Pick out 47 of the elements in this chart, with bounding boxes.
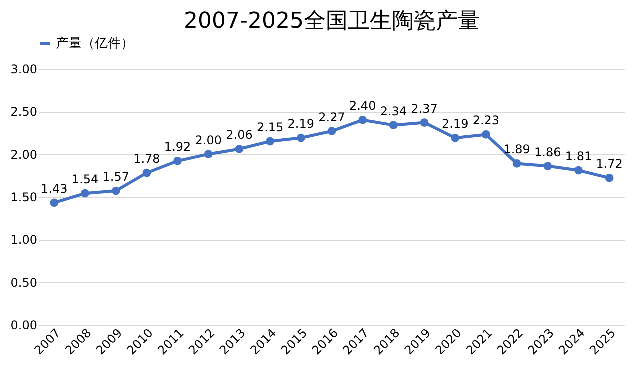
point [296, 134, 306, 142]
data-label: 1.86 [534, 145, 562, 160]
data-label: 2.23 [472, 114, 500, 128]
point [328, 127, 336, 136]
data-label: 1.57 [102, 170, 130, 184]
data-label: 2.40 [349, 99, 376, 114]
point [420, 118, 429, 127]
y-tick-label: 0.00 [10, 318, 38, 332]
point [142, 168, 152, 178]
y-tick-label: 1.00 [10, 233, 38, 248]
point [174, 156, 182, 166]
point [451, 134, 460, 142]
data-label: 1.54 [72, 172, 99, 187]
point [544, 162, 552, 170]
point [204, 150, 213, 159]
y-tick-label: 2.00 [10, 148, 38, 162]
point [574, 166, 583, 175]
y-tick-label: 0.50 [10, 276, 38, 290]
data-label: 1.92 [164, 140, 192, 154]
point [358, 116, 368, 124]
point [482, 130, 490, 139]
data-label: 2.15 [256, 120, 284, 135]
legend-label: 产量（亿件） [56, 36, 134, 52]
data-label: 1.89 [504, 142, 530, 157]
y-tick-label: 3.00 [10, 62, 38, 76]
point [605, 174, 614, 182]
point [266, 137, 274, 146]
y-tick-label: 1.50 [10, 190, 38, 204]
data-label: 2.19 [288, 117, 315, 132]
point [390, 121, 398, 130]
point [112, 186, 120, 196]
data-label: 2.19 [442, 117, 469, 132]
data-label: 1.72 [596, 157, 623, 172]
point [81, 189, 90, 198]
y-tick-label: 2.50 [10, 105, 38, 120]
data-label: 2.06 [226, 128, 253, 142]
data-label: 2.34 [380, 104, 408, 118]
data-label: 1.43 [41, 182, 68, 196]
chart-title: 2007-2025全国卫生陶瓷产量 [184, 9, 480, 34]
point [512, 160, 522, 168]
point [50, 198, 59, 208]
data-label: 2.27 [318, 110, 346, 124]
point [235, 145, 244, 154]
data-label: 2.00 [195, 133, 222, 148]
data-label: 2.37 [411, 102, 438, 116]
data-label: 1.78 [134, 152, 160, 166]
data-label: 1.81 [565, 150, 592, 164]
